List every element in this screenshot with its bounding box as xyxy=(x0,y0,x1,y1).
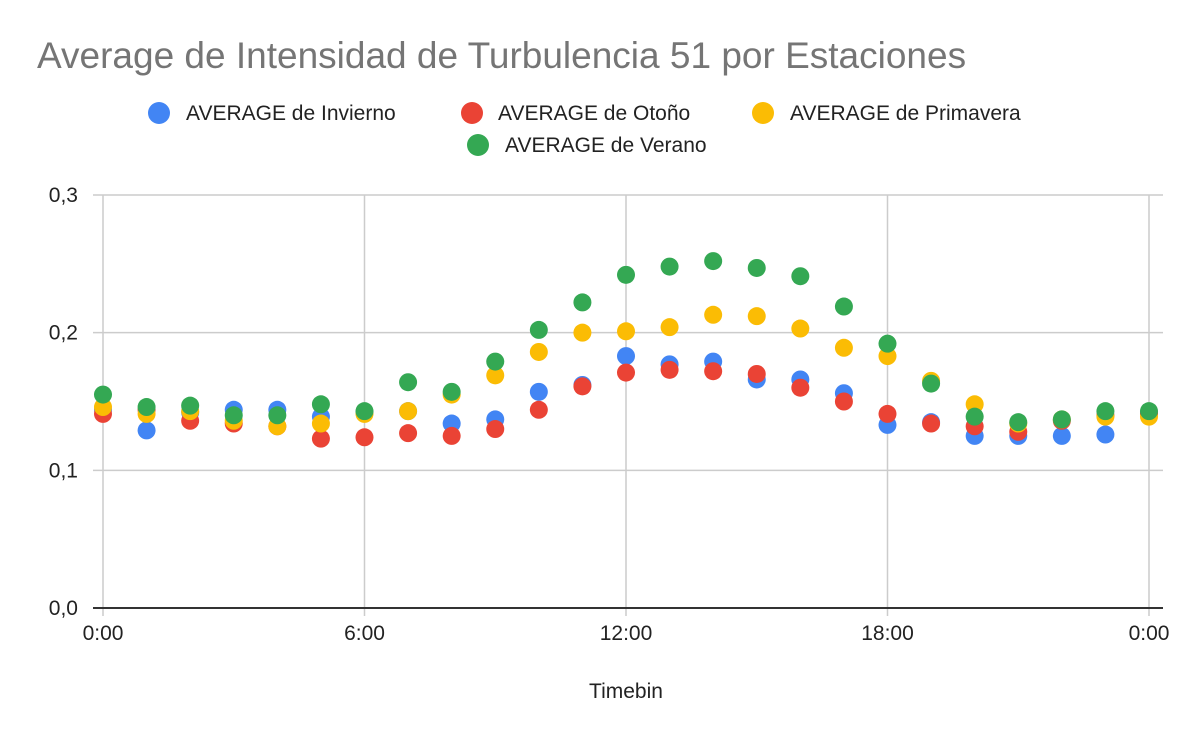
y-tick-label: 0,0 xyxy=(49,597,78,620)
point-verano[interactable] xyxy=(224,406,243,425)
point-otono[interactable] xyxy=(529,400,548,419)
point-verano[interactable] xyxy=(486,352,505,371)
x-axis-title: Timebin xyxy=(589,680,663,703)
legend: AVERAGE de Invierno AVERAGE de Otoño AVE… xyxy=(148,102,1021,157)
y-tick-label: 0,1 xyxy=(49,459,78,482)
point-verano[interactable] xyxy=(922,374,941,393)
point-invierno[interactable] xyxy=(442,414,461,433)
point-otono[interactable] xyxy=(355,428,374,447)
point-otono[interactable] xyxy=(311,429,330,448)
point-verano[interactable] xyxy=(1052,410,1071,429)
legend-item-invierno[interactable]: AVERAGE de Invierno xyxy=(148,102,396,125)
point-primavera[interactable] xyxy=(791,319,810,338)
point-primavera[interactable] xyxy=(704,305,723,324)
legend-marker-otono xyxy=(461,102,483,124)
x-tick-label: 18:00 xyxy=(861,622,914,645)
point-verano[interactable] xyxy=(965,407,984,426)
point-verano[interactable] xyxy=(1096,402,1115,421)
point-verano[interactable] xyxy=(791,267,810,286)
point-verano[interactable] xyxy=(311,395,330,414)
y-tick-label: 0,2 xyxy=(49,322,78,345)
legend-label-verano: AVERAGE de Verano xyxy=(505,134,707,157)
point-primavera[interactable] xyxy=(311,414,330,433)
point-verano[interactable] xyxy=(137,398,156,417)
point-otono[interactable] xyxy=(617,363,635,382)
point-primavera[interactable] xyxy=(660,318,679,337)
data-points xyxy=(94,252,1158,448)
point-primavera[interactable] xyxy=(399,402,418,421)
point-primavera[interactable] xyxy=(529,342,548,361)
x-tick-label: 6:00 xyxy=(344,622,385,645)
y-tick-label: 0,3 xyxy=(49,184,78,207)
x-tick-label: 0:00 xyxy=(1129,622,1170,645)
point-otono[interactable] xyxy=(486,420,505,439)
point-verano[interactable] xyxy=(268,406,287,425)
point-invierno[interactable] xyxy=(1052,426,1071,445)
chart-title: Average de Intensidad de Turbulencia 51 … xyxy=(37,35,966,76)
point-verano[interactable] xyxy=(181,396,200,415)
point-primavera[interactable] xyxy=(834,338,853,357)
legend-label-primavera: AVERAGE de Primavera xyxy=(790,102,1021,125)
point-otono[interactable] xyxy=(442,426,461,445)
point-otono[interactable] xyxy=(747,364,766,383)
point-otono[interactable] xyxy=(660,360,679,379)
point-verano[interactable] xyxy=(442,382,461,401)
y-axis-ticks: 0,0 0,1 0,2 0,3 xyxy=(49,184,78,620)
point-invierno[interactable] xyxy=(1096,425,1115,444)
point-invierno[interactable] xyxy=(617,347,635,366)
point-verano[interactable] xyxy=(878,334,897,353)
point-primavera[interactable] xyxy=(878,347,897,366)
point-primavera[interactable] xyxy=(747,307,766,326)
point-verano[interactable] xyxy=(704,252,723,271)
point-primavera[interactable] xyxy=(94,398,112,417)
point-otono[interactable] xyxy=(878,404,897,423)
point-verano[interactable] xyxy=(617,265,635,284)
point-primavera[interactable] xyxy=(573,323,592,342)
point-invierno[interactable] xyxy=(137,421,156,440)
point-verano[interactable] xyxy=(94,385,112,404)
point-verano[interactable] xyxy=(1140,402,1158,421)
point-invierno[interactable] xyxy=(529,382,548,401)
point-otono[interactable] xyxy=(791,378,810,397)
x-axis-ticks: 0:00 6:00 12:00 18:00 0:00 xyxy=(83,622,1170,645)
point-verano[interactable] xyxy=(529,320,548,339)
x-tick-label: 0:00 xyxy=(83,622,124,645)
point-verano[interactable] xyxy=(834,297,853,316)
legend-marker-verano xyxy=(467,134,489,156)
legend-marker-invierno xyxy=(148,102,170,124)
legend-marker-primavera xyxy=(752,102,774,124)
point-primavera[interactable] xyxy=(965,395,984,414)
point-verano[interactable] xyxy=(355,402,374,421)
x-tick-label: 12:00 xyxy=(600,622,653,645)
legend-item-primavera[interactable]: AVERAGE de Primavera xyxy=(752,102,1021,125)
point-otono[interactable] xyxy=(573,377,592,396)
legend-item-otono[interactable]: AVERAGE de Otoño xyxy=(461,102,690,125)
point-verano[interactable] xyxy=(1009,413,1028,432)
point-primavera[interactable] xyxy=(486,366,505,385)
gridlines xyxy=(93,194,1163,616)
point-verano[interactable] xyxy=(573,293,592,312)
point-otono[interactable] xyxy=(834,392,853,411)
point-verano[interactable] xyxy=(660,257,679,276)
point-primavera[interactable] xyxy=(617,322,635,341)
point-verano[interactable] xyxy=(399,373,418,392)
legend-label-invierno: AVERAGE de Invierno xyxy=(186,102,396,125)
legend-label-otono: AVERAGE de Otoño xyxy=(498,102,690,125)
point-otono[interactable] xyxy=(704,362,723,381)
point-verano[interactable] xyxy=(747,258,766,277)
legend-item-verano[interactable]: AVERAGE de Verano xyxy=(467,134,707,157)
point-otono[interactable] xyxy=(399,424,418,443)
point-otono[interactable] xyxy=(922,414,941,433)
